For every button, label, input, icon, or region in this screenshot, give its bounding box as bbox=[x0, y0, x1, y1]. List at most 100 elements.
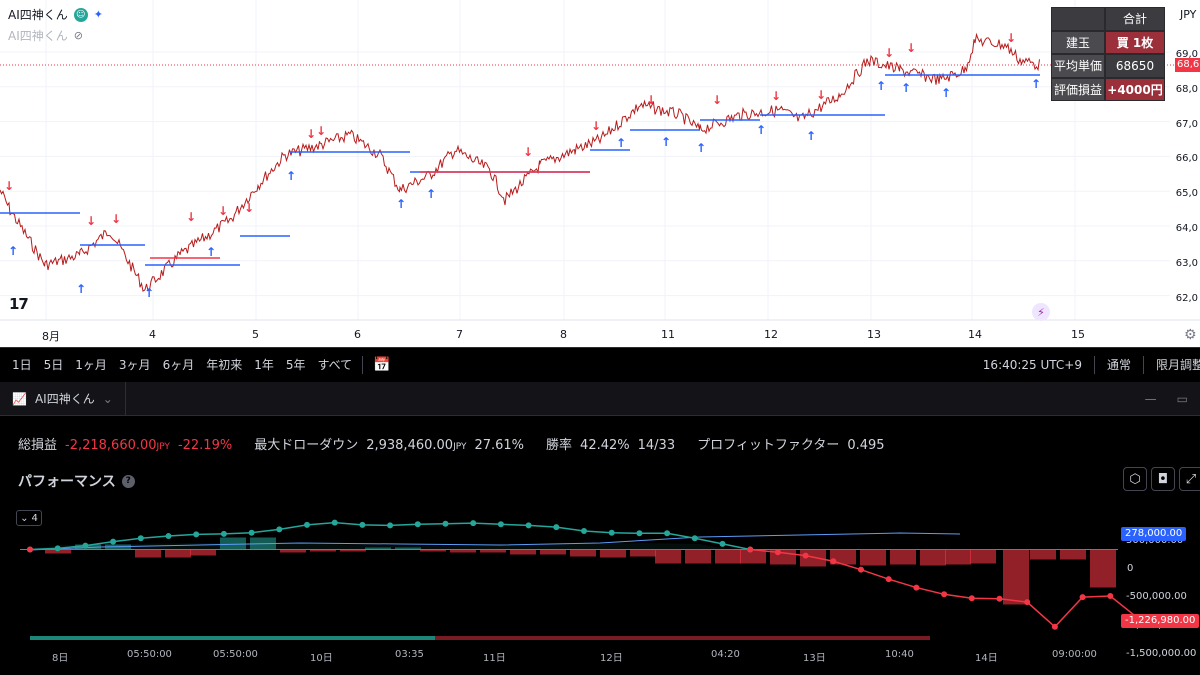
contract-adjust[interactable]: 限月調整 bbox=[1156, 358, 1200, 372]
perf-x-tick-label: 10日 bbox=[310, 653, 333, 664]
pnl-bar bbox=[715, 549, 741, 564]
pnl-bar bbox=[920, 549, 946, 566]
buy-arrow-icon: ↑ bbox=[144, 286, 154, 300]
equity-start-point bbox=[27, 546, 33, 553]
range-button[interactable]: 1日 bbox=[12, 358, 32, 372]
pnl-bar bbox=[310, 549, 336, 552]
equity-point bbox=[553, 524, 560, 531]
perf-x-tick-label: 11日 bbox=[483, 653, 506, 664]
range-button[interactable]: 年初来 bbox=[206, 358, 243, 372]
camera-icon[interactable]: ◘ bbox=[1151, 467, 1175, 491]
chevron-down-icon[interactable]: ⌄ bbox=[102, 391, 113, 406]
equity-point bbox=[691, 535, 698, 542]
equity-point bbox=[359, 521, 366, 528]
range-button[interactable]: 1ヶ月 bbox=[75, 358, 107, 372]
equity-point bbox=[54, 545, 61, 552]
sparkle-icon[interactable]: ✦ bbox=[93, 8, 103, 21]
calendar-goto-icon[interactable]: 📅 bbox=[373, 356, 391, 373]
performance-title: パフォーマンス bbox=[18, 474, 116, 490]
lightning-icon[interactable]: ⚡ bbox=[1032, 303, 1050, 321]
time-tick-label: 8月 bbox=[42, 330, 60, 343]
pnl-bar bbox=[340, 549, 366, 552]
stat-label: 勝率 bbox=[546, 437, 573, 453]
range-button[interactable]: 5日 bbox=[43, 358, 64, 372]
table-header: 合計 bbox=[1105, 7, 1165, 31]
equity-point bbox=[1107, 592, 1114, 599]
time-tick-label: 7 bbox=[456, 328, 463, 341]
time-tick-label: 13 bbox=[867, 328, 881, 341]
buy-hold-line bbox=[29, 532, 961, 551]
equity-point bbox=[636, 530, 643, 537]
time-tick-label: 6 bbox=[354, 328, 361, 341]
buy-arrow-icon: ↑ bbox=[426, 187, 436, 201]
equity-point bbox=[220, 530, 227, 537]
strategy-legend[interactable]: AI四神くん ☺ ✦ bbox=[8, 6, 103, 23]
table-label: 建玉 bbox=[1051, 30, 1105, 54]
pnl-bar bbox=[135, 549, 161, 558]
stat-pct: -22.19% bbox=[177, 437, 233, 453]
range-button[interactable]: 5年 bbox=[285, 358, 306, 372]
sell-arrow-icon: ↓ bbox=[316, 124, 326, 138]
pnl-bar bbox=[540, 549, 566, 555]
clock[interactable]: 16:40:25 UTC+9 bbox=[982, 357, 1082, 372]
sell-arrow-icon: ↓ bbox=[218, 204, 228, 218]
equity-point bbox=[941, 591, 948, 598]
perf-y-tick-label: -500,000.00 bbox=[1126, 591, 1187, 602]
performance-chart-svg bbox=[0, 500, 1141, 675]
sell-arrow-icon: ↓ bbox=[591, 119, 601, 133]
pnl-bar bbox=[190, 549, 216, 556]
maximize-icon[interactable]: ▭ bbox=[1176, 391, 1188, 406]
pnl-bar bbox=[685, 549, 711, 564]
range-button[interactable]: 6ヶ月 bbox=[162, 358, 195, 372]
pnl-bar bbox=[860, 549, 886, 566]
strategy-tab[interactable]: 📈 AI四神くん ⌄ bbox=[12, 381, 126, 416]
tradingview-logo-icon[interactable]: 17 bbox=[9, 295, 29, 313]
eye-gaze-icon[interactable]: ☺ bbox=[73, 7, 88, 22]
performance-header: パフォーマンス ? bbox=[18, 471, 135, 491]
equity-point bbox=[82, 542, 89, 549]
eye-off-icon[interactable]: ⊘ bbox=[73, 29, 83, 42]
perf-x-tick-label: 12日 bbox=[600, 653, 623, 664]
equity-point bbox=[110, 538, 117, 545]
equity-point bbox=[830, 558, 837, 565]
time-tick-label: 4 bbox=[149, 328, 156, 341]
range-button[interactable]: 3ヶ月 bbox=[118, 358, 151, 372]
equity-point bbox=[664, 530, 671, 537]
equity-point bbox=[1079, 594, 1086, 601]
equity-point bbox=[608, 529, 615, 536]
buy-arrow-icon: ↑ bbox=[206, 245, 216, 259]
minimize-icon[interactable]: — bbox=[1144, 391, 1157, 406]
buy-arrow-icon: ↑ bbox=[806, 129, 816, 143]
equity-point bbox=[193, 531, 200, 538]
help-icon[interactable]: ? bbox=[121, 474, 135, 488]
session-mode[interactable]: 通常 bbox=[1106, 358, 1131, 372]
strategy-legend-hidden[interactable]: AI四神くん ⊘ bbox=[8, 27, 83, 44]
price-chart-pane[interactable]: ↑ ↑ ↑ ↑ ↑ ↑ ↑ ↑ ↑ ↑ ↑ ↑ ↑ ↑ ↑ ↑ ↓ ↓ ↓ ↓ ↓ ↓ ↓ ↓ ↓ ↓ ↓ ↓ ↓ ↓ ↓ ↓ ↓ AI四神くん… bbox=[0, 0, 1200, 347]
sell-arrow-icon: ↓ bbox=[306, 127, 316, 141]
trade-band-win bbox=[30, 636, 435, 640]
buy-arrow-icon: ↑ bbox=[876, 79, 886, 93]
price-gridlines bbox=[0, 0, 1170, 320]
range-button[interactable]: 1年 bbox=[254, 358, 274, 372]
buy-arrow-icon: ↑ bbox=[286, 169, 296, 183]
pnl-bar bbox=[1003, 549, 1029, 605]
pnl-bar bbox=[970, 549, 996, 564]
interval-selector[interactable]: ⌄ 4 bbox=[16, 510, 42, 526]
perf-x-tick-label: 8日 bbox=[52, 653, 69, 664]
price-tick-label: 69,0 bbox=[1175, 49, 1198, 60]
pnl-bar bbox=[570, 549, 596, 557]
strategy-summary: 総損益 -2,218,660.00JPY -22.19% 最大ドローダウン 2,… bbox=[0, 416, 1200, 470]
expand-icon[interactable]: ⤢ bbox=[1179, 467, 1200, 491]
price-tick-label: 62,0 bbox=[1175, 292, 1198, 304]
date-range-group: 1日 5日 1ヶ月 3ヶ月 6ヶ月 年初来 1年 5年 すべて bbox=[0, 356, 352, 373]
currency-label: JPY bbox=[1180, 8, 1197, 21]
range-button[interactable]: すべて bbox=[317, 358, 353, 372]
equity-point bbox=[165, 533, 172, 540]
settings-hex-icon[interactable]: ⬡ bbox=[1123, 467, 1147, 491]
equity-point bbox=[248, 529, 255, 536]
settings-gear-icon[interactable]: ⚙ bbox=[1184, 327, 1197, 343]
perf-y-tick-label: 0 bbox=[1127, 563, 1134, 574]
sell-arrow-icon: ↓ bbox=[712, 93, 722, 107]
pnl-bar bbox=[890, 549, 916, 565]
